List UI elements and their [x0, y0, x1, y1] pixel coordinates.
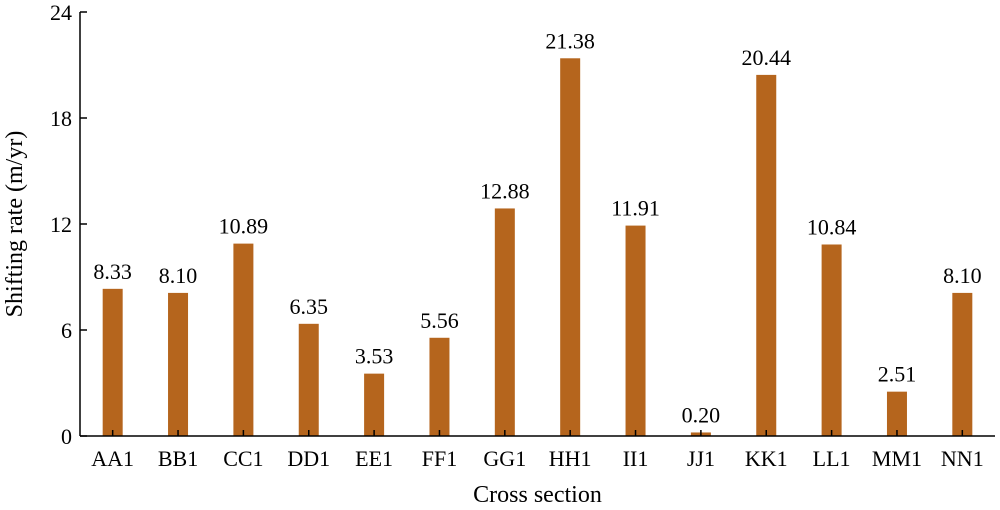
bar-hh1 [560, 58, 581, 436]
data-label-ii1: 11.91 [611, 196, 660, 221]
data-label-jj1: 0.20 [682, 402, 721, 427]
bar-mm1 [886, 391, 907, 436]
y-axis-ticks-group: 0 6 12 18 24 [50, 0, 87, 449]
x-tick-label-aa1: AA1 [91, 446, 134, 471]
x-tick-label-ll1: LL1 [813, 446, 851, 471]
y-tick-label-18: 18 [50, 106, 72, 131]
x-tick-label-ff1: FF1 [422, 446, 457, 471]
x-tick-label-ee1: EE1 [355, 446, 393, 471]
x-tick-label-dd1: DD1 [287, 446, 330, 471]
data-label-kk1: 20.44 [742, 45, 792, 70]
data-label-bb1: 8.10 [159, 263, 198, 288]
bar-ff1 [429, 337, 450, 436]
x-tick-label-hh1: HH1 [549, 446, 592, 471]
bar-kk1 [756, 74, 777, 436]
bar-ii1 [625, 225, 646, 436]
bar-nn1 [952, 292, 973, 436]
data-label-mm1: 2.51 [878, 362, 917, 387]
x-tick-label-cc1: CC1 [223, 446, 263, 471]
bar-ll1 [821, 244, 842, 436]
data-label-gg1: 12.88 [480, 178, 530, 203]
x-tick-label-gg1: GG1 [483, 446, 526, 471]
x-tick-label-jj1: JJ1 [687, 446, 715, 471]
x-tick-label-mm1: MM1 [872, 446, 922, 471]
x-tick-label-ii1: II1 [623, 446, 649, 471]
x-tick-label-nn1: NN1 [941, 446, 984, 471]
x-tick-label-kk1: KK1 [745, 446, 788, 471]
bar-ee1 [364, 373, 385, 436]
y-tick-label-0: 0 [61, 424, 72, 449]
x-tick-label-bb1: BB1 [158, 446, 198, 471]
bar-dd1 [298, 323, 319, 436]
y-tick-label-24: 24 [50, 0, 72, 25]
data-label-cc1: 10.89 [219, 214, 269, 239]
data-label-ee1: 3.53 [355, 344, 394, 369]
y-tick-label-12: 12 [50, 212, 72, 237]
data-label-ll1: 10.84 [807, 214, 857, 239]
y-axis-title: Shifting rate (m/yr) [2, 131, 28, 318]
data-label-hh1: 21.38 [545, 28, 595, 53]
data-label-nn1: 8.10 [943, 263, 982, 288]
bar-aa1 [102, 288, 123, 436]
bar-gg1 [494, 208, 515, 436]
bar-bb1 [168, 292, 189, 436]
data-label-dd1: 6.35 [290, 294, 329, 319]
data-label-ff1: 5.56 [420, 308, 459, 333]
x-axis-title: Cross section [473, 482, 602, 508]
data-label-aa1: 8.33 [93, 259, 132, 284]
data-labels-group: 8.33 8.10 10.89 6.35 3.53 5.56 12.88 21.38 11.91… [93, 28, 981, 427]
x-tick-labels-group: AA1 BB1 CC1 DD1 EE1 FF1 GG1 HH1 II1 JJ1 KK1 LL1 MM1 N… [91, 430, 984, 471]
y-tick-label-6: 6 [61, 318, 72, 343]
bars-group [102, 58, 973, 436]
bar-cc1 [233, 243, 254, 436]
